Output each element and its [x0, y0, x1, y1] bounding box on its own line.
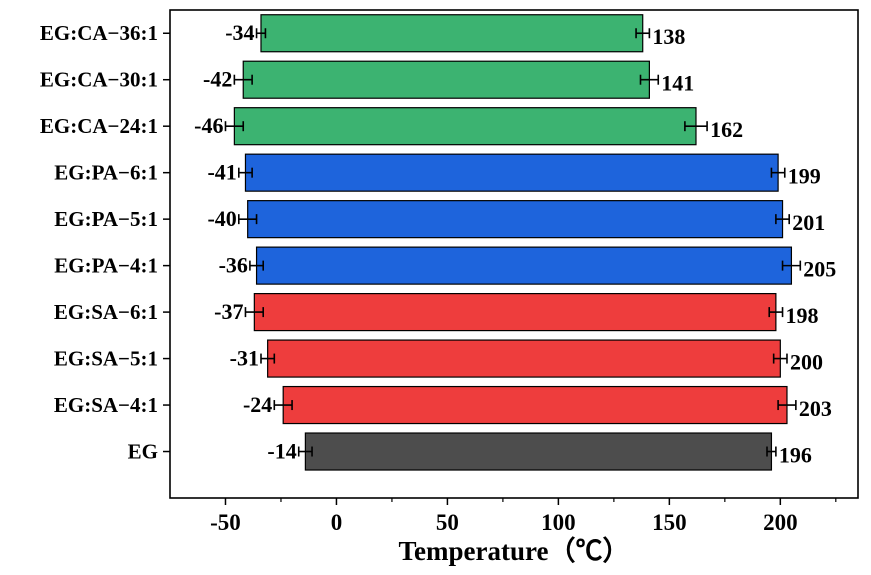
data-label-high: 141: [661, 71, 694, 96]
y-tick-label: EG:SA−4:1: [54, 393, 158, 417]
x-tick-label: -50: [210, 510, 241, 535]
y-axis: EG:CA−36:1 EG:CA−30:1 EG:CA−24:1 EG:PA−6:1 E…: [40, 21, 170, 464]
bar: [267, 339, 781, 378]
data-label-low: -24: [243, 392, 272, 417]
data-label-low: -46: [194, 113, 223, 138]
bar: [247, 200, 784, 239]
data-label-low: -34: [225, 20, 254, 45]
x-tick-label: 0: [331, 510, 343, 535]
bar: [255, 246, 793, 285]
data-label-high: 198: [786, 303, 819, 328]
bar-group: [233, 14, 793, 471]
y-tick-label: EG:CA−30:1: [40, 68, 158, 92]
data-label-high: 201: [792, 210, 825, 235]
data-label-high: 138: [652, 24, 685, 49]
y-tick-label: EG:CA−24:1: [40, 114, 158, 138]
data-label-high: 205: [803, 257, 836, 282]
plot-frame: [169, 9, 859, 499]
data-label-high: 162: [710, 117, 743, 142]
bar: [233, 107, 697, 146]
y-tick-label: EG:SA−6:1: [54, 300, 158, 324]
y-tick-label: EG: [128, 440, 158, 464]
data-label-low: -40: [207, 206, 236, 231]
data-label-high: 203: [799, 396, 832, 421]
bar: [304, 432, 773, 471]
data-label-group: -34 138 -42 141 -46 162 -41 199 -40 201 -36 205 -37 1…: [194, 20, 836, 467]
x-axis: -50 0 50 100 150 200: [210, 498, 837, 535]
x-tick-label: 50: [436, 510, 459, 535]
bar: [282, 385, 788, 425]
y-tick-label: EG:CA−36:1: [40, 21, 158, 45]
bar: [242, 60, 650, 99]
x-tick-label: 200: [763, 510, 798, 535]
data-label-low: -42: [203, 67, 232, 92]
bar: [253, 292, 777, 332]
data-label-low: -37: [214, 299, 243, 324]
y-tick-label: EG:SA−5:1: [54, 347, 158, 371]
y-tick-label: EG:PA−4:1: [54, 254, 158, 278]
bar: [244, 153, 779, 192]
data-label-low: -36: [219, 253, 248, 278]
data-label-low: -31: [230, 346, 259, 371]
data-label-low: -14: [267, 439, 296, 464]
data-label-high: 200: [790, 350, 823, 375]
error-bar-group: [224, 28, 802, 457]
y-tick-label: EG:PA−6:1: [54, 161, 158, 185]
data-label-high: 196: [779, 443, 812, 468]
bar: [260, 14, 644, 53]
y-tick-label: EG:PA−5:1: [54, 207, 158, 231]
data-label-high: 199: [788, 164, 821, 189]
x-tick-label: 150: [652, 510, 687, 535]
x-tick-label: 100: [541, 510, 576, 535]
data-label-low: -41: [207, 160, 236, 185]
x-axis-title: Temperature（℃）: [399, 536, 630, 566]
